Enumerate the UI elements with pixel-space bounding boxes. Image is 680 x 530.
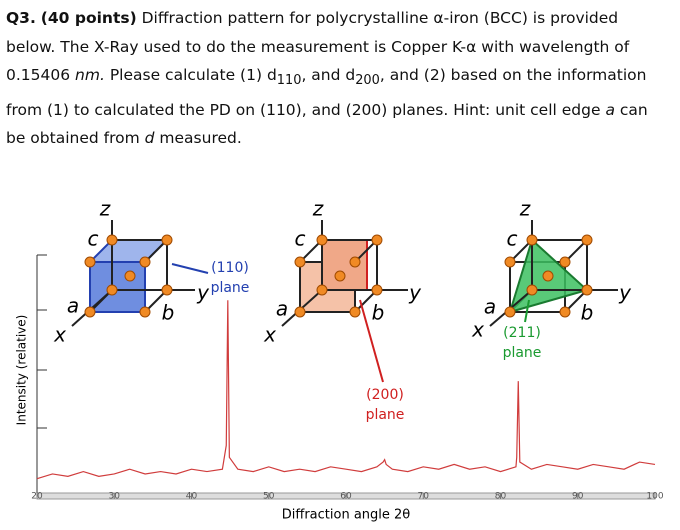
text: Diffraction pattern for polycrystalline … [6,9,630,84]
axis-letter: z [312,197,324,221]
plane-label: (200) [366,387,404,403]
subscript: 110 [276,73,302,89]
x-tick-label: 50 [263,492,275,502]
atom [542,270,554,282]
atom [559,256,571,268]
axis-letter: c [507,227,518,251]
axis-letter: y [196,281,210,305]
plane-label: plane [211,280,250,296]
axis-letter: x [263,323,276,347]
atom [294,256,306,268]
text: d [144,129,155,148]
atom [349,306,361,318]
axis-letter: y [408,281,422,305]
atom [161,234,173,246]
question: Q3. (40 points) Diffraction pattern for … [6,4,671,153]
axis-letter: a [276,297,288,321]
atom [139,306,151,318]
atom [139,256,151,268]
atom [161,284,173,296]
atom [84,306,96,318]
intensity-line [36,300,656,480]
atom [371,234,383,246]
x-tick-label: 90 [572,492,584,502]
text: a [605,100,615,119]
atom [504,256,516,268]
atom [526,234,538,246]
text: measured. [154,129,242,148]
atom [504,306,516,318]
axis-letter: b [372,301,385,325]
axis-letter: c [88,227,99,251]
question-label: Q3. [6,9,36,27]
atom [316,234,328,246]
atom [526,284,538,296]
text: nm. [75,66,105,84]
atom [349,256,361,268]
atom [334,270,346,282]
points: (40 points) [40,9,137,27]
text: , and d [301,66,356,84]
atom [371,284,383,296]
plane-label: plane [503,345,542,361]
axis-letter: a [67,294,79,318]
plane-label: (211) [503,325,541,341]
atom [124,270,136,282]
x-tick-label: 70 [418,492,430,502]
axis-letter: b [162,301,175,325]
axis-letter: c [295,227,306,251]
atom [559,306,571,318]
x-tick-label: 30 [109,492,121,502]
axis-letter: x [471,318,484,342]
axis-letter: z [99,197,111,221]
axis-letter: b [581,301,594,325]
axis-letter: x [53,323,66,347]
plane-label: (110) [211,260,249,276]
text: , and (2) based on the information from … [6,66,647,119]
text: can be obtained from [6,100,648,148]
atom [84,256,96,268]
x-tick-label: 60 [340,492,352,502]
atom [581,284,593,296]
axis-letter: y [618,281,632,305]
atom [316,284,328,296]
x-axis-label: Diffraction angle 2θ [282,508,411,523]
atom [106,234,118,246]
atom [106,284,118,296]
axis-letter: z [519,197,531,221]
x-tick-label: 100 [646,492,663,502]
y-axis-label: Intensity (relative) [15,315,29,426]
axis-letter: a [484,295,496,319]
x-tick-label: 20 [31,492,43,502]
x-tick-label: 80 [495,492,507,502]
text: Please calculate (1) d [104,66,277,84]
atom [294,306,306,318]
subscript: 200 [355,73,380,89]
x-tick-label: 40 [186,492,198,502]
plane-label: plane [366,407,405,423]
atom [581,234,593,246]
